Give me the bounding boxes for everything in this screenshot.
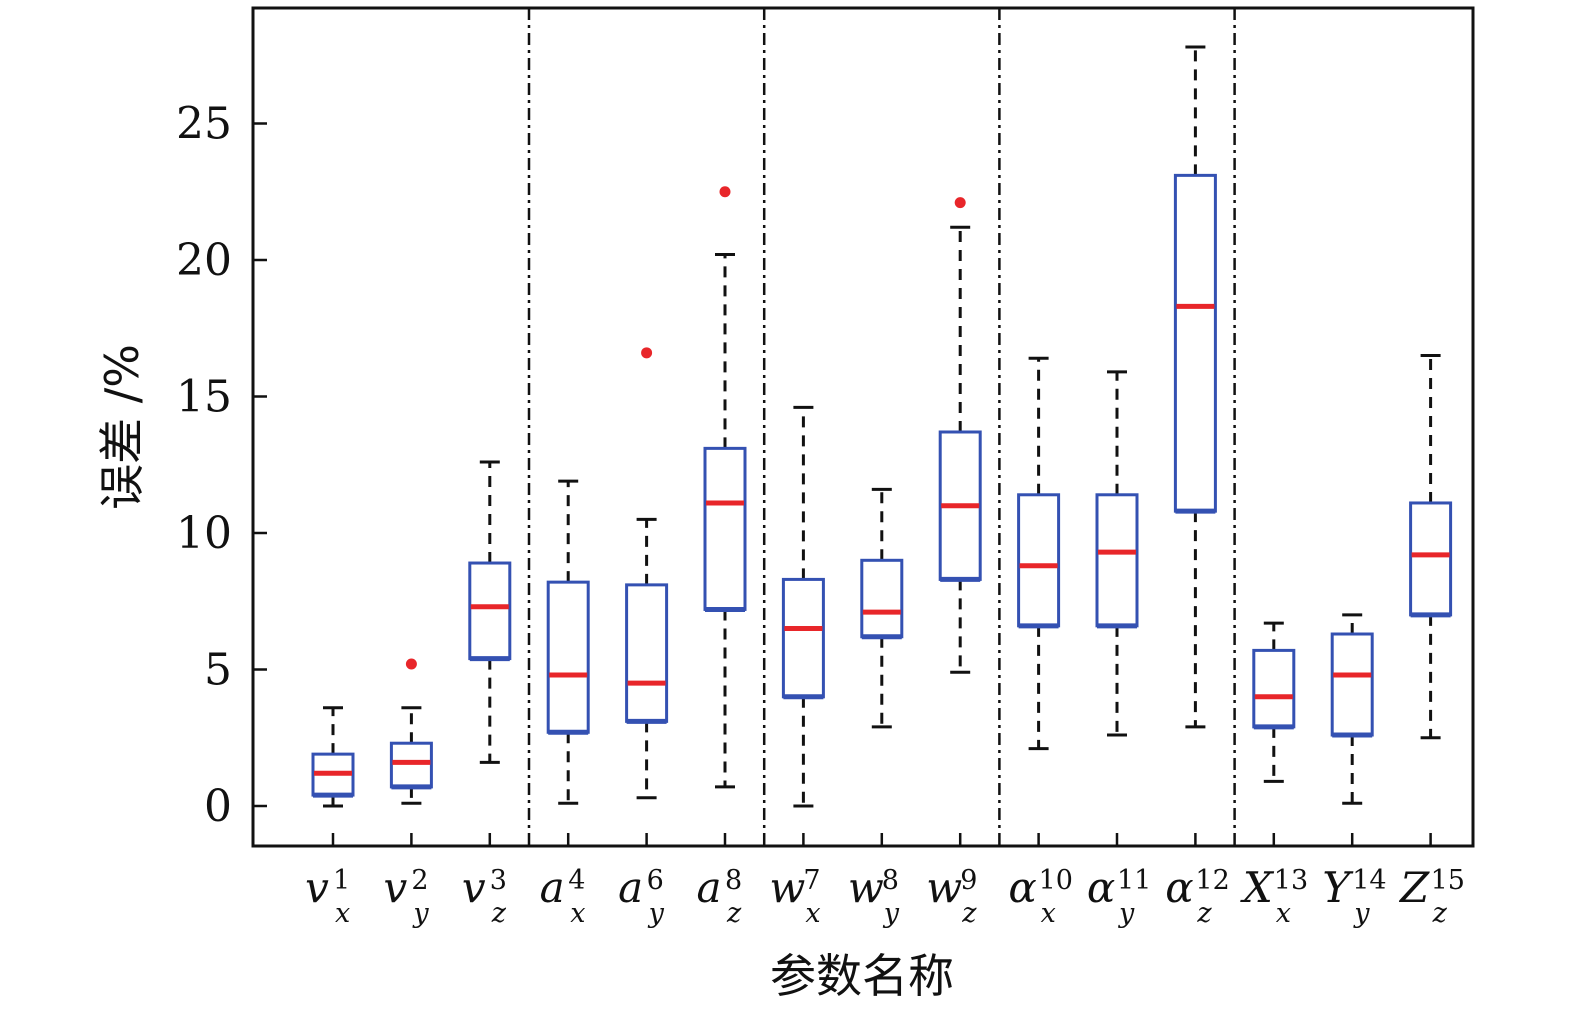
iqr-box [625, 583, 669, 723]
x-tick-label-superscript: 13 [1274, 865, 1308, 896]
x-tick-label-base: α [1087, 863, 1115, 912]
x-tick-label-base: a [540, 863, 565, 912]
x-tick-label-subscript: x [1276, 898, 1291, 929]
x-tick-label-subscript: x [1041, 898, 1056, 929]
x-axis-label: 参数名称 [770, 949, 954, 1003]
iqr-box [860, 558, 904, 639]
x-tick-label-base: w [769, 863, 805, 912]
x-tick-label-subscript: z [726, 898, 742, 929]
x-tick-label-subscript: x [570, 898, 585, 929]
x-tick-label-superscript: 11 [1117, 865, 1151, 896]
x-tick-label-subscript: x [805, 898, 820, 929]
x-tick-label-superscript: 1 [333, 865, 350, 896]
x-tick-label-superscript: 8 [882, 865, 899, 896]
box-v2y [389, 658, 433, 805]
x-tick-label-superscript: 8 [725, 865, 742, 896]
x-tick-label-subscript: y [648, 898, 665, 929]
x-tick-label-superscript: 10 [1039, 865, 1073, 896]
x-tick-label-subscript: y [1118, 898, 1135, 929]
box-α12z [1173, 45, 1217, 729]
y-tick-label: 20 [176, 235, 232, 286]
iqr-box [546, 580, 590, 734]
outlier-point [719, 186, 731, 198]
x-tick-label-base: v [305, 863, 329, 912]
x-tick-label-base: Y [1322, 863, 1354, 912]
iqr-box [781, 577, 825, 699]
x-tick-label-base: w [848, 863, 884, 912]
iqr-box [1017, 493, 1061, 628]
x-tick-label-base: α [1165, 863, 1193, 912]
x-tick-label-subscript: y [883, 898, 900, 929]
x-tick-label-superscript: 4 [568, 865, 585, 896]
y-tick-label: 15 [176, 372, 232, 423]
x-tick-label-base: α [1008, 863, 1036, 912]
x-tick-label-superscript: 14 [1352, 865, 1386, 896]
x-tick-label-superscript: 6 [647, 865, 664, 896]
box-a6y [625, 347, 669, 800]
x-tick-label-base: v [384, 863, 408, 912]
x-tick-label-base: a [618, 863, 643, 912]
y-tick-label: 0 [204, 781, 232, 832]
box-Y14y [1330, 613, 1374, 805]
outlier-point [954, 197, 966, 209]
iqr-box [468, 561, 512, 661]
box-w9z [938, 197, 982, 674]
x-tick-label-base: Z [1398, 863, 1430, 912]
box-a8z [703, 186, 747, 789]
y-axis-label: 误差 /% [95, 344, 149, 510]
x-tick-label-superscript: 12 [1195, 865, 1229, 896]
y-tick-label: 25 [176, 99, 232, 150]
x-tick-label-subscript: z [491, 898, 507, 929]
plot-frame [251, 6, 1475, 848]
x-tick-label-base: w [926, 863, 962, 912]
box-X13x [1252, 621, 1296, 783]
box-Z15z [1409, 354, 1453, 740]
box-α11y [1095, 370, 1139, 737]
iqr-box [1173, 173, 1217, 513]
x-tick-label-base: X [1240, 863, 1275, 912]
x-tick-label-superscript: 7 [803, 865, 820, 896]
y-tick-label: 5 [204, 645, 232, 696]
iqr-box [703, 446, 747, 611]
x-tick-label-base: a [696, 863, 721, 912]
box-w8y [860, 487, 904, 729]
iqr-box [1095, 493, 1139, 628]
x-tick-label-superscript: 3 [490, 865, 507, 896]
x-tick-label-superscript: 15 [1431, 865, 1465, 896]
x-tick-label-subscript: y [1353, 898, 1370, 929]
outlier-point [641, 347, 653, 359]
box-α10x [1017, 356, 1061, 751]
box-v3z [468, 460, 512, 764]
iqr-box [1409, 501, 1453, 617]
x-tick-label-subscript: z [1432, 898, 1448, 929]
y-tick-label: 10 [176, 508, 232, 559]
plot-marks [311, 8, 1453, 846]
x-tick-label-subscript: z [961, 898, 977, 929]
iqr-box [1252, 648, 1296, 729]
iqr-box [389, 741, 433, 789]
x-tick-label-base: v [462, 863, 486, 912]
x-tick-label-subscript: z [1196, 898, 1212, 929]
x-tick-label-subscript: y [412, 898, 429, 929]
y-axis: 0 5 10 15 20 25 [176, 99, 267, 832]
x-tick-label-superscript: 2 [411, 865, 428, 896]
outlier-point [405, 658, 417, 670]
x-tick-label-subscript: x [335, 898, 350, 929]
box-a4x [546, 479, 590, 805]
iqr-box [1330, 632, 1374, 737]
box-w7x [781, 405, 825, 808]
box-v1x [311, 706, 355, 808]
x-tick-label-superscript: 9 [960, 865, 977, 896]
